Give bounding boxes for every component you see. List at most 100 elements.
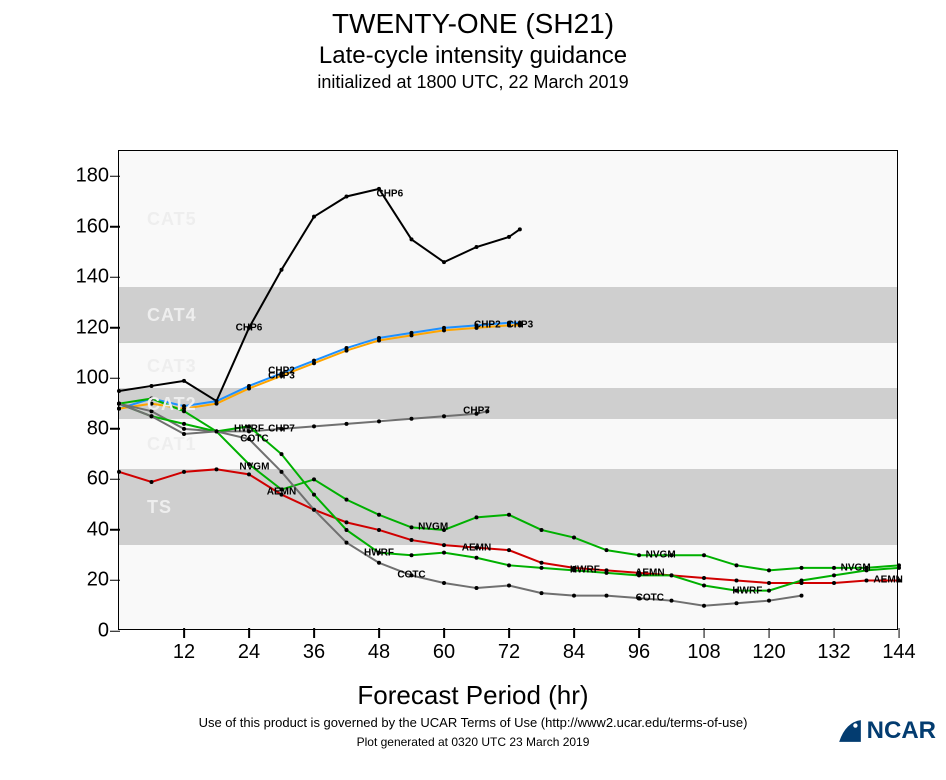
series-marker xyxy=(507,323,511,327)
series-marker xyxy=(182,470,186,474)
series-marker xyxy=(312,215,316,219)
x-tick: 144 xyxy=(882,629,915,664)
series-marker xyxy=(670,553,674,557)
series-marker xyxy=(832,573,836,577)
series-marker xyxy=(475,326,479,330)
series-marker xyxy=(182,379,186,383)
ncar-logo: NCAR xyxy=(837,717,936,745)
y-tick: 100 xyxy=(69,367,119,390)
series-marker xyxy=(637,596,641,600)
series-marker xyxy=(182,427,186,431)
series-marker xyxy=(150,384,154,388)
series-marker xyxy=(735,601,739,605)
series-marker xyxy=(117,407,121,411)
series-marker xyxy=(475,515,479,519)
category-label-cat2: CAT2 xyxy=(147,394,197,415)
series-line-nvgm xyxy=(119,399,899,571)
series-marker xyxy=(605,594,609,598)
series-marker xyxy=(345,422,349,426)
series-marker xyxy=(767,599,771,603)
series-marker xyxy=(215,429,219,433)
series-marker xyxy=(345,498,349,502)
series-marker xyxy=(280,452,284,456)
series-marker xyxy=(540,528,544,532)
series-marker xyxy=(312,508,316,512)
series-marker xyxy=(518,323,522,327)
x-tick: 108 xyxy=(687,629,720,664)
title-init: initialized at 1800 UTC, 22 March 2019 xyxy=(0,72,946,93)
series-marker xyxy=(215,402,219,406)
series-marker xyxy=(605,548,609,552)
series-marker xyxy=(410,417,414,421)
footer-terms: Use of this product is governed by the U… xyxy=(0,715,946,730)
series-marker xyxy=(702,553,706,557)
series-marker xyxy=(345,349,349,353)
series-marker xyxy=(442,260,446,264)
x-tick: 60 xyxy=(433,629,455,664)
series-marker xyxy=(475,546,479,550)
series-marker xyxy=(735,563,739,567)
y-tick: 140 xyxy=(69,266,119,289)
series-marker xyxy=(475,586,479,590)
series-marker xyxy=(800,578,804,582)
series-marker xyxy=(767,568,771,572)
series-marker xyxy=(410,538,414,542)
series-marker xyxy=(507,563,511,567)
series-marker xyxy=(572,536,576,540)
series-marker xyxy=(377,419,381,423)
series-marker xyxy=(312,477,316,481)
series-marker xyxy=(832,566,836,570)
x-tick: 24 xyxy=(238,629,260,664)
x-tick: 12 xyxy=(173,629,195,664)
series-marker xyxy=(865,578,869,582)
category-label-cat5: CAT5 xyxy=(147,209,197,230)
series-marker xyxy=(247,386,251,390)
y-tick: 80 xyxy=(69,417,119,440)
series-marker xyxy=(377,187,381,191)
series-marker xyxy=(280,268,284,272)
series-marker xyxy=(345,528,349,532)
series-marker xyxy=(767,589,771,593)
series-marker xyxy=(897,578,901,582)
series-marker xyxy=(442,528,446,532)
series-marker xyxy=(865,568,869,572)
series-marker xyxy=(150,480,154,484)
series-marker xyxy=(247,462,251,466)
x-axis-label: Forecast Period (hr) xyxy=(0,680,946,711)
x-tick: 72 xyxy=(498,629,520,664)
series-marker xyxy=(702,584,706,588)
series-marker xyxy=(572,594,576,598)
y-tick: 180 xyxy=(69,165,119,188)
title-block: TWENTY-ONE (SH21) Late-cycle intensity g… xyxy=(0,8,946,93)
y-tick: 60 xyxy=(69,468,119,491)
series-marker xyxy=(247,424,251,428)
ncar-text: NCAR xyxy=(867,717,936,745)
series-marker xyxy=(345,194,349,198)
series-marker xyxy=(312,424,316,428)
series-marker xyxy=(442,551,446,555)
series-marker xyxy=(280,493,284,497)
series-marker xyxy=(247,437,251,441)
series-marker xyxy=(182,422,186,426)
category-label-cat1: CAT1 xyxy=(147,434,197,455)
series-marker xyxy=(507,235,511,239)
series-marker xyxy=(410,573,414,577)
series-marker xyxy=(150,414,154,418)
series-marker xyxy=(475,245,479,249)
series-marker xyxy=(540,561,544,565)
series-line-cotc xyxy=(119,404,802,606)
series-marker xyxy=(215,467,219,471)
x-tick: 120 xyxy=(752,629,785,664)
title-main: TWENTY-ONE (SH21) xyxy=(0,8,946,40)
series-marker xyxy=(247,326,251,330)
series-marker xyxy=(442,543,446,547)
series-marker xyxy=(800,566,804,570)
series-marker xyxy=(280,427,284,431)
series-marker xyxy=(410,553,414,557)
category-label-cat4: CAT4 xyxy=(147,305,197,326)
series-marker xyxy=(540,566,544,570)
y-tick: 0 xyxy=(69,620,119,643)
series-marker xyxy=(702,576,706,580)
series-marker xyxy=(442,328,446,332)
ncar-icon xyxy=(837,718,863,744)
